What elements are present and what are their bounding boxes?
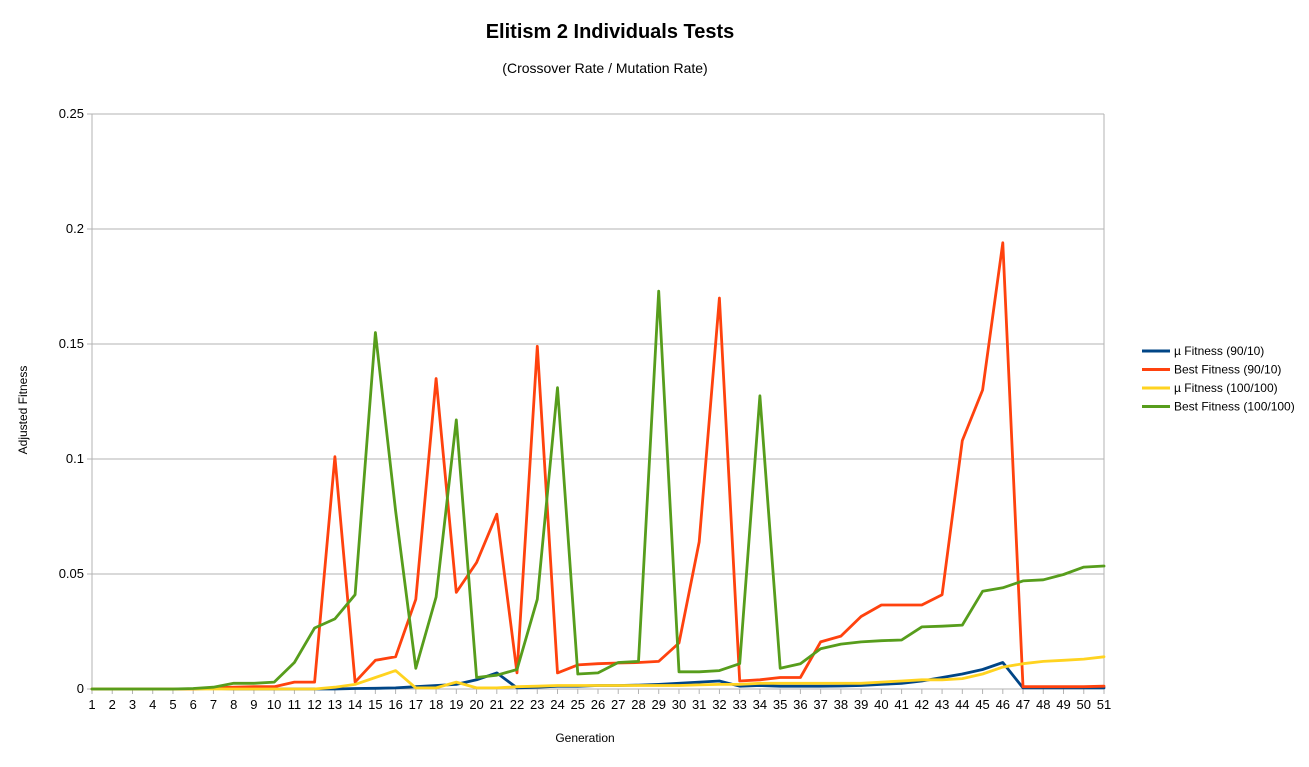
- x-tick-label: 17: [409, 697, 423, 712]
- y-axis-label: Adjusted Fitness: [16, 366, 30, 455]
- x-tick-label: 30: [672, 697, 686, 712]
- series-line-2: [90, 241, 1106, 691]
- y-tick-labels: 0 0.05 0.1 0.15 0.2 0.25: [59, 106, 84, 696]
- x-tick-label: 11: [288, 697, 302, 712]
- x-tick-label: 28: [631, 697, 645, 712]
- x-tick-label: 36: [793, 697, 807, 712]
- axes: [87, 113, 1105, 694]
- x-tick-label: 18: [429, 697, 443, 712]
- y-tick-label: 0.2: [66, 221, 84, 236]
- x-tick-label: 45: [975, 697, 989, 712]
- x-tick-label: 29: [651, 697, 665, 712]
- x-tick-label: 41: [894, 697, 908, 712]
- x-tick-label: 8: [230, 697, 237, 712]
- x-tick-label: 15: [368, 697, 382, 712]
- x-tick-label: 10: [267, 697, 281, 712]
- x-tick-label: 2: [109, 697, 116, 712]
- series-line-3: [90, 655, 1106, 691]
- x-tick-label: 39: [854, 697, 868, 712]
- x-tick-label: 20: [469, 697, 483, 712]
- legend: µ Fitness (90/10) Best Fitness (90/10) µ F…: [1142, 344, 1295, 414]
- x-tick-label: 27: [611, 697, 625, 712]
- x-tick-label: 33: [732, 697, 746, 712]
- y-tick-label: 0.25: [59, 106, 84, 121]
- chart-subtitle: (Crossover Rate / Mutation Rate): [502, 60, 707, 76]
- x-tick-label: 48: [1036, 697, 1050, 712]
- x-tick-label: 50: [1077, 697, 1091, 712]
- gridlines: [92, 113, 1104, 690]
- x-tick-label: 25: [571, 697, 585, 712]
- x-tick-label: 6: [190, 697, 197, 712]
- x-tick-label: 13: [328, 697, 342, 712]
- x-tick-label: 19: [449, 697, 463, 712]
- x-tick-label: 35: [773, 697, 787, 712]
- x-tick-label: 7: [210, 697, 217, 712]
- x-tick-label: 12: [307, 697, 321, 712]
- chart-title: Elitism 2 Individuals Tests: [486, 21, 735, 43]
- legend-label: Best Fitness (90/10): [1174, 363, 1281, 377]
- x-tick-label: 31: [692, 697, 706, 712]
- x-tick-label: 21: [490, 697, 504, 712]
- x-tick-label: 40: [874, 697, 888, 712]
- y-tick-label: 0.05: [59, 566, 84, 581]
- x-tick-label: 34: [753, 697, 767, 712]
- x-tick-label: 9: [250, 697, 257, 712]
- x-tick-label: 24: [550, 697, 564, 712]
- series-lines: [90, 241, 1106, 691]
- x-tick-label: 46: [996, 697, 1010, 712]
- x-tick-label: 1: [88, 697, 95, 712]
- y-tick-label: 0: [77, 681, 84, 696]
- x-tick-label: 4: [149, 697, 156, 712]
- x-tick-label: 22: [510, 697, 524, 712]
- x-tick-label: 44: [955, 697, 969, 712]
- x-tick-label: 47: [1016, 697, 1030, 712]
- x-tick-label: 51: [1097, 697, 1111, 712]
- x-tick-label: 49: [1056, 697, 1070, 712]
- series-line-4: [90, 289, 1106, 691]
- y-tick-label: 0.15: [59, 336, 84, 351]
- x-tick-label: 14: [348, 697, 362, 712]
- x-tick-label: 42: [915, 697, 929, 712]
- x-tick-label: 32: [712, 697, 726, 712]
- legend-label: µ Fitness (90/10): [1174, 344, 1264, 358]
- x-tick-label: 37: [813, 697, 827, 712]
- y-tick-label: 0.1: [66, 451, 84, 466]
- x-tick-label: 38: [834, 697, 848, 712]
- x-tick-label: 16: [388, 697, 402, 712]
- x-tick-label: 43: [935, 697, 949, 712]
- x-tick-label: 5: [169, 697, 176, 712]
- x-tick-label: 23: [530, 697, 544, 712]
- x-tick-label: 3: [129, 697, 136, 712]
- legend-label: Best Fitness (100/100): [1174, 400, 1295, 414]
- x-axis-label: Generation: [555, 731, 614, 745]
- x-tick-labels: 1 2 3 4 5 6 7 8 9 10 11 12 13 14 15 16 17 18 19 20 21 22 23 24 2…: [88, 697, 1111, 712]
- x-tick-label: 26: [591, 697, 605, 712]
- legend-label: µ Fitness (100/100): [1174, 381, 1278, 395]
